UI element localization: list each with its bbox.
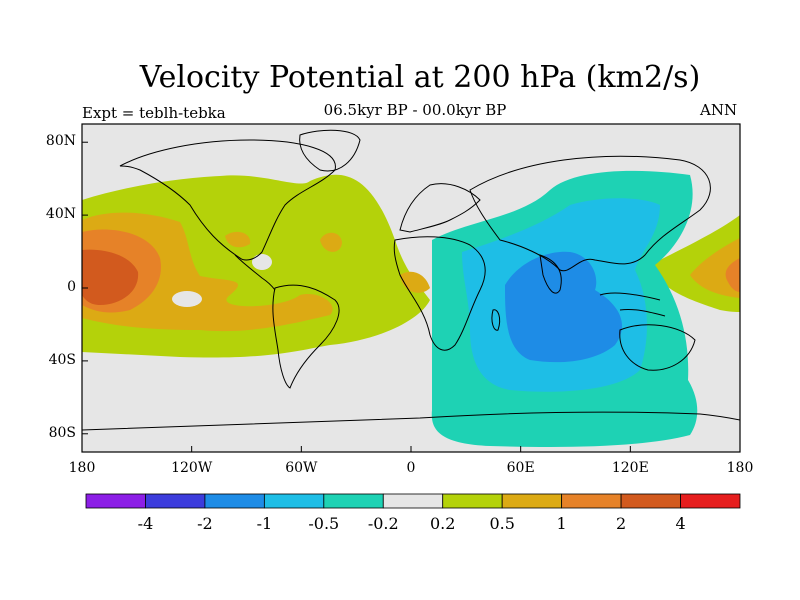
legend-swatch [145,493,206,509]
coast-south-america [272,284,340,389]
coast-asia [469,155,711,272]
coast-africa [393,236,486,351]
x-tick-label: 120W [171,460,213,476]
coast-central-america [234,254,276,291]
legend-swatch [85,493,146,509]
positive-east-1 [725,258,740,292]
coast-india [539,254,562,294]
neutral-hole-caribbean [252,254,272,270]
y-tick-label: 80N [45,133,76,150]
legend-label: -0.2 [367,514,399,533]
legend-swatch [204,493,265,509]
negative-1-core [505,251,623,363]
legend-swatch [263,493,325,509]
period-label: 06.5kyr BP - 00.0kyr BP [323,101,507,119]
y-tick-label: 80S [48,424,76,441]
legend-label: 0.5 [489,514,515,533]
coast-antarctica [82,411,740,431]
positive-east-0-5 [690,238,740,298]
x-tick-label: 60E [506,460,535,476]
legend-swatch [323,493,384,509]
positive-0-5-patch-1 [320,232,342,252]
legend-label: 0.2 [429,514,456,533]
legend-label: 2 [615,514,627,533]
color-legend [85,493,741,509]
x-tick-label: 180 [726,460,754,476]
experiment-label: Expt = teblh-tebka [82,104,226,122]
coast-greenland [299,129,361,172]
x-tick-label: 60W [285,460,318,476]
legend-swatch [561,493,622,509]
coast-australia [619,324,696,371]
season-label: ANN [700,101,738,119]
coast-north-america [119,139,336,261]
x-axis-ticks [81,446,741,452]
coastlines [82,129,740,431]
x-tick-label: 0 [406,460,416,476]
y-tick-label: 40S [48,351,76,368]
positive-2-core [82,249,139,305]
legend-swatch [680,493,741,509]
coast-madagascar [491,309,501,331]
legend-label: -2 [197,514,213,533]
coast-europe [399,183,481,233]
legend-swatch [501,493,563,509]
y-tick-label: 40N [45,206,76,223]
legend-label: -4 [137,514,154,533]
legend-swatch [382,493,444,509]
legend-swatch [620,493,681,509]
x-tick-label: 180 [68,460,96,476]
neutral-hole-pacific [172,291,202,307]
y-tick-label: 0 [67,279,76,295]
legend-label: -0.5 [308,514,340,533]
legend-swatch [442,493,503,509]
map-area [82,124,740,452]
coast-maritime [599,292,666,317]
legend-label: -1 [256,514,273,533]
plot-title: Velocity Potential at 200 hPa (km2/s) [139,60,701,95]
y-axis-ticks [82,141,88,435]
x-tick-label: 120E [611,460,649,476]
legend-label: 4 [675,514,686,533]
positive-0-5-patch-2 [225,231,251,248]
legend-label: 1 [556,514,567,533]
